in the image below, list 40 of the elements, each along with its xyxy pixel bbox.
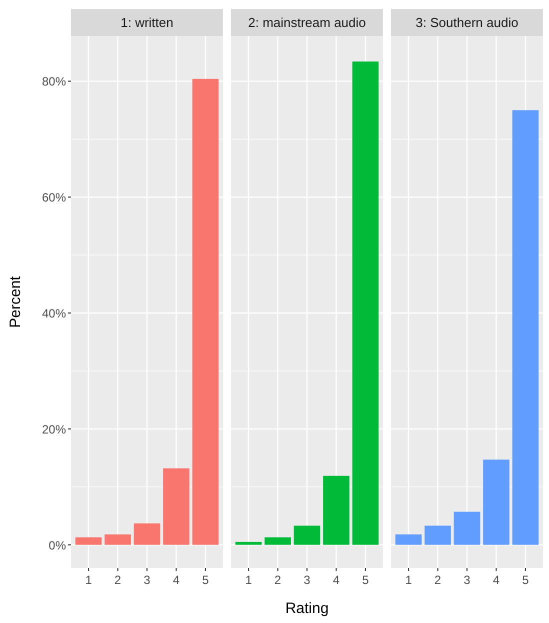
y-tick-label: 40% xyxy=(42,306,66,321)
y-tick-label: 0% xyxy=(48,538,66,552)
bar xyxy=(512,110,539,545)
chart-title: 1: written xyxy=(120,15,174,30)
x-tick-label: 1 xyxy=(405,573,412,587)
x-tick-label: 4 xyxy=(172,573,180,587)
y-tick-label: 80% xyxy=(42,74,66,89)
x-tick-label: 4 xyxy=(492,573,500,587)
bar xyxy=(163,468,190,545)
bar xyxy=(134,523,160,545)
x-tick-label: 2 xyxy=(274,573,282,587)
chart-title: 2: mainstream audio xyxy=(248,15,366,30)
x-axis-title: Rating xyxy=(285,600,329,617)
x-tick-label: 2 xyxy=(114,573,122,587)
x-tick-label: 3 xyxy=(464,573,471,587)
x-tick-label: 1 xyxy=(245,573,252,587)
bar xyxy=(75,537,102,545)
y-tick-label: 60% xyxy=(42,190,66,205)
bar xyxy=(454,512,480,545)
bar xyxy=(294,526,320,545)
bar xyxy=(192,78,219,545)
bar xyxy=(483,460,510,545)
bar xyxy=(264,537,291,545)
y-axis-title: Percent xyxy=(7,275,24,328)
bar xyxy=(104,534,131,545)
chart-title: 3: Southern audio xyxy=(416,15,518,30)
x-tick-label: 4 xyxy=(332,573,340,587)
bar xyxy=(395,534,422,545)
y-tick-label: 20% xyxy=(42,422,66,436)
bar xyxy=(424,526,451,545)
x-tick-label: 3 xyxy=(304,573,311,587)
x-tick-label: 2 xyxy=(434,573,442,587)
bar xyxy=(352,62,379,545)
bar xyxy=(235,542,262,545)
bar xyxy=(323,476,350,545)
x-tick-label: 5 xyxy=(362,573,370,587)
x-tick-label: 3 xyxy=(144,573,151,587)
x-tick-label: 1 xyxy=(85,573,92,587)
x-tick-label: 5 xyxy=(522,573,530,587)
x-tick-label: 5 xyxy=(202,573,210,587)
